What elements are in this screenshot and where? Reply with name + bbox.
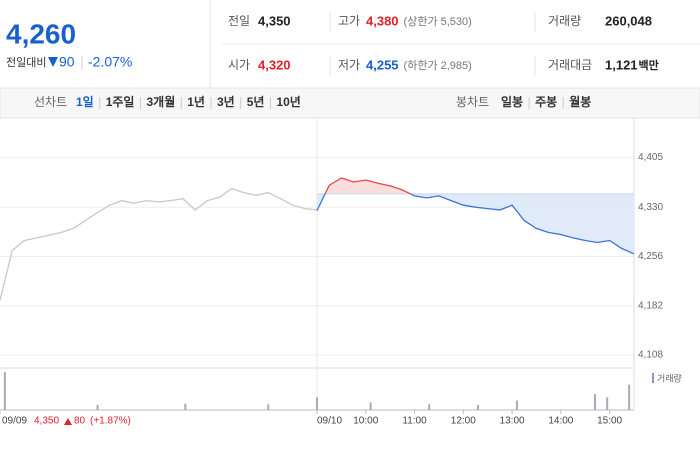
current-price: 4,260 xyxy=(6,18,76,49)
period-tab[interactable]: 주봉 xyxy=(535,95,557,109)
quote-value: 4,380 xyxy=(366,13,399,28)
nav-label: 선차트 xyxy=(34,95,67,109)
down-icon xyxy=(48,57,58,67)
volume-bar xyxy=(369,402,372,410)
period-tab[interactable]: 3개월 xyxy=(146,94,175,109)
y-tick-label: 4,108 xyxy=(638,350,663,361)
x-tick-label: 10:00 xyxy=(353,416,378,427)
change-label: 전일대비 xyxy=(6,55,46,69)
legend-swatch xyxy=(652,373,654,383)
price-line xyxy=(0,187,318,301)
y-tick-label: 4,405 xyxy=(638,152,663,163)
quote-value: 4,350 xyxy=(258,13,291,28)
y-tick-label: 4,330 xyxy=(638,202,663,213)
period-tab[interactable]: 일봉 xyxy=(501,95,523,109)
period-tab[interactable]: 3년 xyxy=(217,95,235,109)
prev-close: 4,350 xyxy=(34,416,59,427)
change: 90 xyxy=(59,54,75,70)
nav-bar xyxy=(0,87,700,119)
quote-label: 거래량 xyxy=(548,14,581,28)
volume-bar xyxy=(96,404,99,410)
volume-bar xyxy=(476,404,479,410)
nav-label: 봉차트 xyxy=(456,95,489,109)
period-tab[interactable]: 1주일 xyxy=(106,95,135,109)
volume-bar xyxy=(3,372,6,410)
quote-note: (하한가 2,985) xyxy=(404,58,472,72)
period-tab[interactable]: 1일 xyxy=(76,95,94,109)
quote-value: 4,320 xyxy=(258,57,291,72)
prev-rate: (+1.87%) xyxy=(90,416,131,427)
volume-bar xyxy=(606,397,609,410)
quote-label: 거래대금 xyxy=(548,58,592,72)
period-tab[interactable]: 월봉 xyxy=(569,94,591,109)
x-tick-label: 09/10 xyxy=(317,416,342,427)
x-tick-label: 13:00 xyxy=(500,416,525,427)
chart: 4,108 4,182 4,256 4,330 4,405 09/09 09/10 10:00… xyxy=(0,118,682,427)
y-tick-label: 4,256 xyxy=(638,251,663,262)
volume-bar xyxy=(628,384,631,410)
x-tick-label: 12:00 xyxy=(451,416,476,427)
volume-bar xyxy=(515,400,518,410)
legend-label: 거래량 xyxy=(657,372,682,383)
quote-unit: 백만 xyxy=(639,58,659,72)
period-tab[interactable]: 5년 xyxy=(247,95,265,109)
area-fill xyxy=(317,178,634,254)
up-icon xyxy=(64,418,72,425)
quote-note: (상한가 5,530) xyxy=(404,15,472,28)
quote-value: 260,048 xyxy=(605,13,652,28)
period-tab[interactable]: 10년 xyxy=(276,95,300,109)
y-tick-label: 4,182 xyxy=(638,300,663,311)
quote-label: 고가 xyxy=(338,14,360,28)
volume-bar xyxy=(593,394,596,410)
x-tick-label: 14:00 xyxy=(548,416,573,427)
quote-value: 4,255 xyxy=(366,57,399,72)
quote-value: 1,121 xyxy=(605,57,638,72)
change-rate: -2.07% xyxy=(88,54,132,70)
quote-label: 전일 xyxy=(228,14,250,28)
price-line xyxy=(316,177,635,255)
volume-bar xyxy=(316,397,318,410)
quote-label: 저가 xyxy=(338,58,360,72)
prev-change: 80 xyxy=(74,416,86,427)
volume-bar xyxy=(267,404,270,410)
x-tick-label: 15:00 xyxy=(597,416,622,427)
nav: 선차트 1일 1주일 3개월 1년 3년 5년 10년 봉차트 일봉 주봉 월봉 xyxy=(34,94,591,109)
quote-rows: 전일 4,350 고가 4,380 (상한가 5,530) 거래량 260,048 시가 4,3… xyxy=(228,13,659,72)
volume-bar xyxy=(184,403,187,410)
volume-bar xyxy=(428,404,431,410)
x-tick-label: 09/09 xyxy=(2,416,27,427)
quote-label: 시가 xyxy=(228,58,250,72)
period-tab[interactable]: 1년 xyxy=(187,95,205,109)
x-tick-label: 11:00 xyxy=(402,416,427,427)
